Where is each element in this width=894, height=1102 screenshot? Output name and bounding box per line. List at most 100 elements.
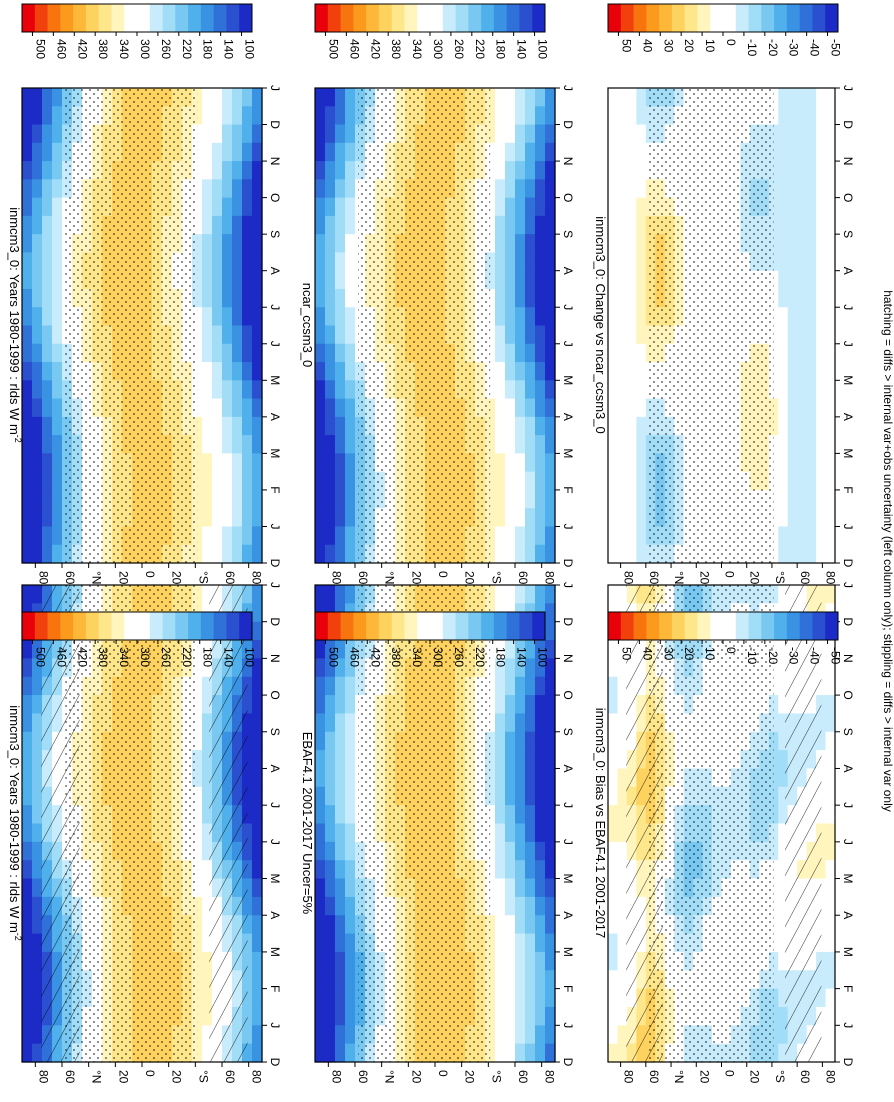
colorbar-swatch <box>723 612 737 640</box>
heatmap-cell <box>325 1043 336 1063</box>
heatmap-cell <box>192 124 203 144</box>
heatmap-cell <box>52 453 63 473</box>
heatmap-cell <box>22 1025 33 1045</box>
latitude-label: °S <box>489 571 503 584</box>
heatmap-cell <box>252 106 263 126</box>
heatmap-cell <box>816 215 827 235</box>
month-label: J <box>841 85 855 91</box>
colorbar-swatch <box>188 612 202 640</box>
heatmap-cell <box>617 951 628 971</box>
colorbar-row3-right: 50 40 30 20 10 0 -10 -20 -30 -40 -50 <box>607 3 843 57</box>
heatmap-cell <box>485 380 496 400</box>
heatmap-cell <box>202 640 213 659</box>
heatmap-cell <box>345 585 356 604</box>
heatmap-cell <box>545 106 556 126</box>
heatmap-cell <box>222 307 233 327</box>
heatmap-cell <box>192 435 203 454</box>
heatmap-cell <box>787 215 798 235</box>
heatmap-cell <box>768 270 779 290</box>
colorbar-swatch <box>532 4 546 32</box>
heatmap-cell <box>797 453 808 473</box>
heatmap-cell <box>816 380 827 400</box>
heatmap-cell <box>825 731 836 751</box>
heatmap-cell <box>335 1006 346 1026</box>
colorbar-row3-left: 50 40 30 20 10 0 -10 -20 -30 -40 -50 <box>607 611 843 665</box>
heatmap-cell <box>525 878 536 898</box>
heatmap-cell <box>242 88 253 107</box>
heatmap-cell <box>778 896 789 916</box>
heatmap-cell <box>495 106 506 126</box>
month-label: D <box>561 559 575 568</box>
heatmap-cell <box>816 179 827 199</box>
heatmap-cell <box>192 416 203 436</box>
heatmap-cell <box>335 951 346 971</box>
heatmap-cell <box>345 1043 356 1063</box>
heatmap-cell <box>825 106 836 126</box>
heatmap-cell <box>325 197 336 217</box>
heatmap-cell <box>335 142 346 162</box>
heatmap-cell <box>52 526 63 546</box>
latitude-axis: 80 60 °N 20 0 20 °S 60 80 <box>620 1062 837 1084</box>
heatmap-cell <box>42 435 53 454</box>
heatmap-cell <box>495 951 506 971</box>
colorbar-swatch <box>417 612 431 640</box>
heatmap-cell <box>505 768 516 788</box>
heatmap-cell <box>806 416 817 436</box>
heatmap-cell <box>42 197 53 217</box>
heatmap-cell <box>32 416 43 436</box>
heatmap-cell <box>816 124 827 144</box>
heatmap-cell <box>315 768 326 788</box>
heatmap-cell <box>778 750 789 770</box>
heatmap-cell <box>32 453 43 473</box>
heatmap-cell <box>768 416 779 436</box>
heatmap-cell <box>535 343 546 363</box>
colorbar-swatch <box>162 4 176 32</box>
heatmap-cell <box>52 270 63 290</box>
colorbar-swatch <box>608 612 622 640</box>
colorbar-label: -20 <box>766 39 780 57</box>
heatmap-cell <box>252 970 263 990</box>
heatmap-cell <box>515 951 526 971</box>
stippling-region <box>65 88 198 563</box>
heatmap-cell <box>192 142 203 162</box>
heatmap-cell <box>778 544 789 564</box>
latitude-label: °N <box>90 571 104 584</box>
latitude-label: 20 <box>170 571 184 585</box>
latitude-label: 80 <box>823 571 837 585</box>
heatmap-cell <box>212 380 223 400</box>
heatmap-cell <box>252 603 263 623</box>
heatmap-cell <box>495 786 506 806</box>
heatmap-cell <box>325 124 336 144</box>
heatmap-cell <box>825 416 836 436</box>
heatmap-cell <box>32 933 43 953</box>
heatmap-cell <box>787 380 798 400</box>
heatmap-cell <box>778 471 789 491</box>
colorbar-swatch <box>162 612 176 640</box>
heatmap-cell <box>22 805 33 825</box>
heatmap-cell <box>315 471 326 491</box>
heatmap-cell <box>535 640 546 659</box>
heatmap-cell <box>42 252 53 272</box>
heatmap-cell <box>325 585 336 604</box>
latitude-label: 20 <box>697 571 711 585</box>
heatmap-cell <box>345 933 356 953</box>
heatmap-cell <box>325 88 336 107</box>
heatmap-cell <box>617 471 628 491</box>
heatmap-cell <box>608 988 619 1008</box>
heatmap-cell <box>617 234 628 254</box>
heatmap-cell <box>485 786 496 806</box>
heatmap-cell <box>335 695 346 715</box>
heatmap-cell <box>525 823 536 843</box>
heatmap-cell <box>617 1025 628 1045</box>
stippling-region <box>648 585 774 1062</box>
heatmap-cell <box>768 1043 779 1063</box>
month-label: N <box>268 654 282 663</box>
heatmap-cell <box>335 1025 346 1045</box>
heatmap-cell <box>485 585 496 604</box>
heatmap-cell <box>608 970 619 990</box>
heatmap-cell <box>32 343 43 363</box>
heatmap-cell <box>617 1006 628 1026</box>
colorbar-swatch <box>34 4 48 32</box>
heatmap-cell <box>32 805 43 825</box>
heatmap-cell <box>32 380 43 400</box>
